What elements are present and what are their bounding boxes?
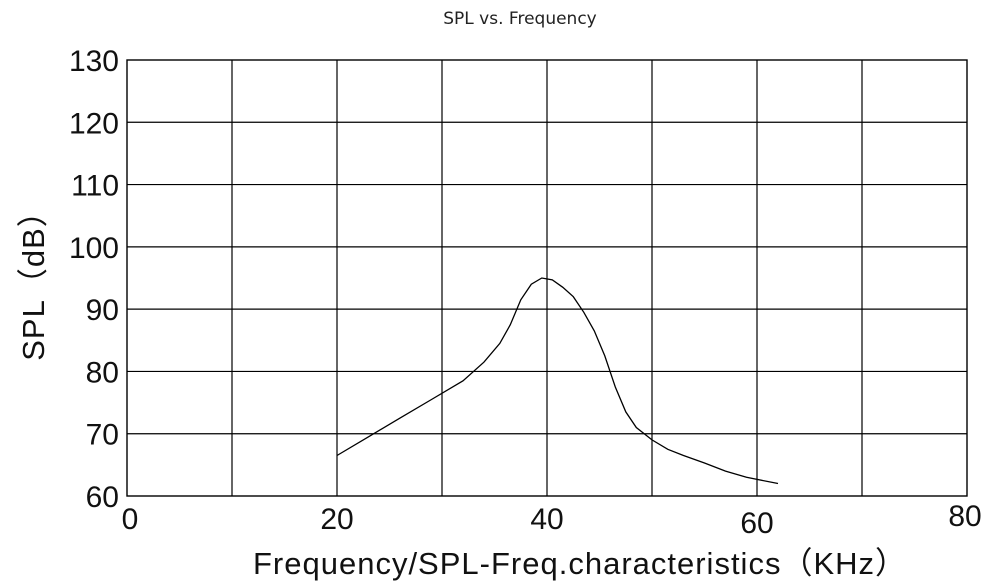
y-tick-label: 70 [86,419,119,452]
y-tick-label: 100 [69,232,119,265]
y-axis-label: SPL（dB） [16,195,51,361]
grid-lines [127,60,967,496]
y-tick-label: 130 [69,45,119,78]
y-tick-label: 90 [86,294,119,327]
plot-frame [126,59,968,497]
x-tick-label: 20 [320,503,353,536]
x-tick-label: 80 [948,500,981,533]
spl-curve-line [336,277,779,485]
x-tick-label: 0 [122,503,139,536]
x-tick-label: 40 [530,503,563,536]
y-tick-label: 110 [71,170,119,203]
chart-title: SPL vs. Frequency [443,9,596,29]
x-tick-labels: 0 20 40 60 80 [122,500,982,540]
x-axis-label: Frequency/SPL-Freq.characteristics（KHz） [253,546,907,581]
y-tick-label: 60 [86,481,119,514]
x-tick-label: 60 [740,507,773,540]
y-tick-label: 120 [69,107,119,140]
y-tick-labels: 60 70 80 90 100 110 120 130 [69,45,119,514]
y-tick-label: 80 [86,356,119,389]
